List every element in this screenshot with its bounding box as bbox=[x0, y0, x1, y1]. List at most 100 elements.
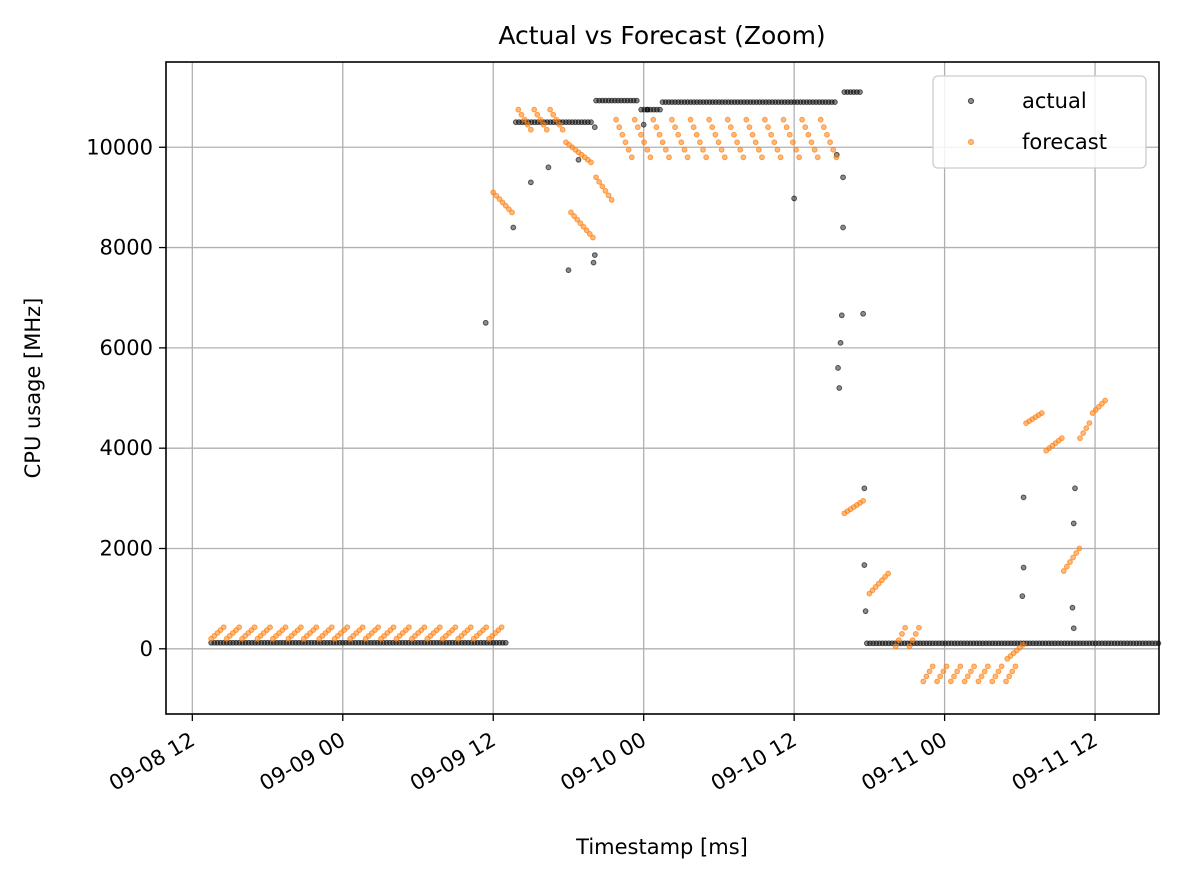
forecast-point bbox=[817, 116, 824, 123]
actual-point bbox=[591, 124, 598, 131]
forecast-point bbox=[515, 106, 522, 113]
forecast-point bbox=[543, 126, 550, 133]
forecast-point bbox=[805, 131, 812, 138]
forecast-point bbox=[599, 183, 606, 190]
forecast-point bbox=[718, 146, 725, 153]
forecast-point bbox=[540, 121, 547, 128]
x-axis-title: Timestamp [ms] bbox=[575, 835, 748, 859]
forecast-point bbox=[602, 188, 609, 194]
forecast-point bbox=[518, 111, 525, 118]
forecast-point bbox=[860, 497, 867, 504]
forecast-point bbox=[344, 624, 351, 631]
forecast-point bbox=[755, 146, 762, 153]
actual-point bbox=[1019, 593, 1026, 600]
forecast-point bbox=[588, 159, 594, 166]
forecast-point bbox=[1038, 410, 1045, 416]
forecast-point bbox=[783, 124, 790, 131]
forecast-point bbox=[814, 154, 821, 161]
forecast-point bbox=[975, 678, 982, 685]
forecast-point bbox=[577, 220, 584, 227]
forecast-point bbox=[989, 678, 996, 685]
forecast-point bbox=[912, 631, 919, 637]
forecast-point bbox=[934, 678, 940, 685]
actual-point bbox=[837, 339, 844, 346]
forecast-point bbox=[971, 663, 977, 670]
forecast-point bbox=[1006, 673, 1013, 680]
forecast-point bbox=[820, 124, 827, 131]
forecast-point bbox=[524, 121, 531, 128]
forecast-point bbox=[297, 624, 304, 631]
forecast-point bbox=[1020, 641, 1026, 648]
forecast-point bbox=[746, 124, 753, 131]
forecast-point bbox=[1076, 545, 1083, 552]
forecast-point bbox=[799, 116, 805, 123]
forecast-point bbox=[992, 673, 999, 680]
forecast-point bbox=[743, 116, 750, 123]
actual-point bbox=[861, 485, 868, 492]
actual-point bbox=[502, 639, 509, 646]
actual-series bbox=[208, 89, 1162, 647]
forecast-point bbox=[978, 673, 985, 680]
forecast-point bbox=[749, 131, 756, 138]
forecast-point bbox=[653, 124, 660, 131]
forecast-point bbox=[647, 154, 654, 161]
actual-point bbox=[1069, 604, 1076, 611]
forecast-point bbox=[731, 131, 737, 138]
actual-point bbox=[644, 106, 651, 113]
forecast-point bbox=[571, 213, 578, 219]
forecast-point bbox=[625, 146, 632, 153]
forecast-point bbox=[359, 624, 366, 631]
forecast-point bbox=[740, 154, 747, 161]
forecast-point bbox=[1009, 668, 1016, 675]
forecast-point bbox=[687, 116, 694, 123]
forecast-point bbox=[796, 154, 803, 161]
forecast-point bbox=[892, 643, 899, 650]
forecast-point bbox=[929, 663, 936, 670]
forecast-point bbox=[951, 673, 957, 680]
y-axis-ticks: 0 2000 4000 6000 8000 10000 bbox=[86, 135, 166, 661]
forecast-point bbox=[580, 223, 587, 230]
forecast-point bbox=[1102, 397, 1108, 404]
forecast-point bbox=[752, 139, 759, 146]
forecast-point bbox=[1012, 663, 1019, 670]
forecast-point bbox=[605, 192, 612, 199]
forecast-point bbox=[995, 668, 1002, 675]
actual-point bbox=[1070, 520, 1077, 527]
forecast-point bbox=[634, 124, 641, 131]
forecast-point bbox=[789, 139, 796, 146]
forecast-point bbox=[737, 146, 744, 153]
forecast-point bbox=[964, 673, 971, 680]
forecast-point bbox=[968, 668, 974, 675]
forecast-point bbox=[811, 146, 818, 153]
forecast-point bbox=[906, 643, 913, 650]
forecast-point bbox=[628, 154, 635, 161]
forecast-point bbox=[616, 124, 623, 131]
actual-point bbox=[588, 119, 594, 126]
forecast-point bbox=[650, 116, 657, 123]
actual-point bbox=[640, 121, 647, 128]
actual-point bbox=[510, 224, 517, 231]
forecast-point bbox=[690, 124, 697, 131]
actual-point bbox=[633, 97, 640, 104]
forecast-point bbox=[786, 131, 793, 138]
forecast-point bbox=[703, 154, 710, 161]
forecast-point bbox=[568, 209, 574, 216]
forecast-point bbox=[521, 116, 528, 123]
forecast-point bbox=[957, 663, 964, 670]
grid-lines bbox=[166, 62, 1159, 714]
actual-point bbox=[862, 608, 869, 615]
forecast-point bbox=[916, 624, 922, 631]
forecast-point bbox=[509, 209, 515, 216]
y-tick-label: 4000 bbox=[100, 436, 153, 460]
actual-point bbox=[1072, 485, 1078, 492]
actual-point bbox=[1020, 494, 1027, 501]
forecast-point bbox=[920, 678, 927, 685]
forecast-point bbox=[681, 146, 688, 153]
forecast-point bbox=[527, 126, 534, 133]
y-tick-label: 2000 bbox=[100, 536, 153, 560]
forecast-point bbox=[902, 624, 909, 631]
forecast-point bbox=[390, 624, 397, 631]
forecast-point bbox=[656, 131, 663, 138]
forecast-point bbox=[771, 139, 778, 146]
